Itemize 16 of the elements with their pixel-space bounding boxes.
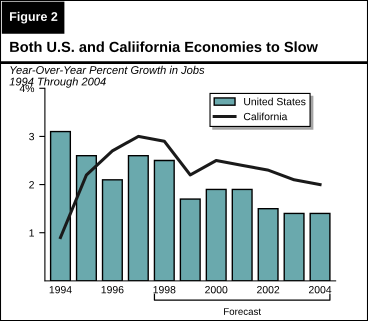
text: Forecast [224,308,262,315]
legend-label: United States [244,98,306,106]
x-tick-label: 1994 [50,286,72,294]
caption: Figure 2 [10,12,58,24]
x-tick-label: 2004 [308,286,332,294]
y-tick-label: 4% [20,84,34,92]
x-tick-label: 2002 [257,286,280,294]
legend-label: California [244,112,288,120]
y-tick-label: 1 [29,229,34,236]
x-tick-label: 1996 [102,286,124,294]
x-tick-label: 2000 [205,286,228,294]
x-tick-label: 1998 [154,286,176,294]
chart-title: Both U.S. and Caliifornia Economies to Slow [10,41,318,52]
y-tick-label: 2 [29,181,34,188]
line-series [58,134,322,240]
y-tick-label: 3 [29,132,34,140]
